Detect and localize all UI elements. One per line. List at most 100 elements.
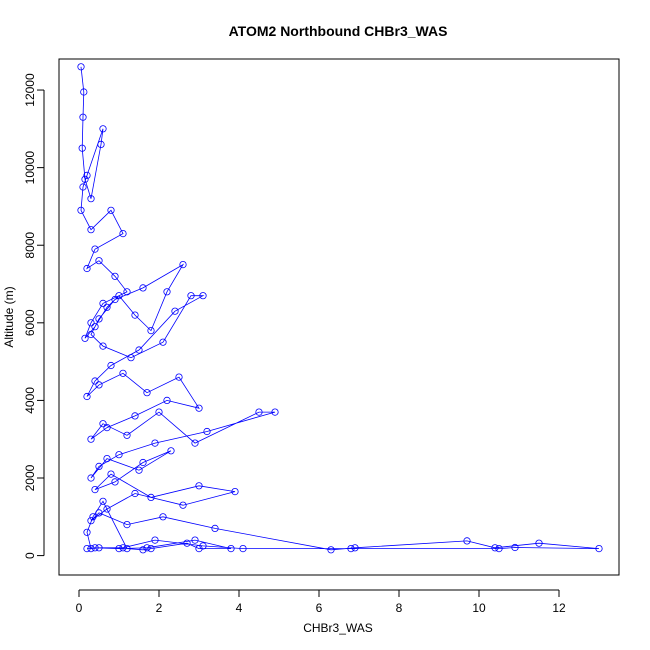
data-point <box>171 307 179 315</box>
data-point <box>91 544 99 552</box>
data-point <box>123 288 131 296</box>
data-point <box>79 183 87 191</box>
data-point <box>167 447 175 455</box>
data-point <box>463 537 471 545</box>
data-point <box>95 509 103 517</box>
data-point <box>103 423 111 432</box>
data-point <box>135 466 143 474</box>
plot-frame <box>58 58 620 576</box>
data-point <box>123 431 131 439</box>
data-point <box>159 513 167 521</box>
data-point <box>95 544 103 552</box>
data-point <box>87 319 95 327</box>
data-point <box>191 439 199 447</box>
data-point <box>199 542 207 550</box>
data-point <box>131 489 139 498</box>
data-point <box>139 284 147 292</box>
data-point <box>131 311 139 319</box>
x-tick-label: 6 <box>316 601 323 615</box>
data-point <box>103 505 111 513</box>
data-point <box>87 544 95 553</box>
data-point <box>199 292 207 300</box>
data-point <box>81 175 89 183</box>
data-point <box>179 260 187 269</box>
data-point <box>195 544 203 553</box>
data-point <box>81 334 89 342</box>
y-axis-label: Altitude (m) <box>2 286 16 347</box>
data-point <box>147 493 155 501</box>
data-point <box>179 501 187 509</box>
data-point <box>191 536 199 544</box>
data-point <box>195 482 203 490</box>
data-point <box>107 470 115 478</box>
plot-area <box>77 63 603 554</box>
data-point <box>119 230 127 238</box>
data-point <box>347 544 355 553</box>
data-point <box>139 546 147 554</box>
x-tick-label: 12 <box>552 601 566 615</box>
data-point <box>155 408 163 416</box>
data-point <box>495 544 503 553</box>
data-point <box>163 288 171 296</box>
data-point <box>107 206 115 214</box>
data-point <box>83 264 91 273</box>
data-point <box>99 342 107 350</box>
data-point <box>151 439 159 447</box>
data-point <box>80 88 88 96</box>
x-axis: 0 2 4 6 8 10 12 <box>76 589 566 615</box>
data-point <box>95 381 103 389</box>
data-point <box>87 435 95 443</box>
data-point <box>123 520 131 529</box>
data-point <box>491 544 499 552</box>
data-point <box>97 140 105 148</box>
data-point <box>83 392 91 401</box>
data-point <box>187 292 195 300</box>
data-point <box>99 420 107 428</box>
data-point <box>159 338 167 346</box>
data-point <box>195 404 203 412</box>
data-point <box>87 195 95 203</box>
data-point <box>231 487 239 496</box>
data-point <box>99 125 107 133</box>
x-tick-label: 8 <box>396 601 403 615</box>
series-line <box>80 66 600 551</box>
data-point <box>115 451 123 459</box>
data-point <box>95 462 103 470</box>
data-point <box>83 528 91 536</box>
x-tick-label: 0 <box>76 601 83 615</box>
data-point <box>107 361 115 370</box>
data-point <box>95 257 103 265</box>
data-point <box>203 427 211 436</box>
data-point <box>511 543 519 552</box>
y-tick-label: 6000 <box>23 309 37 336</box>
x-tick-label: 4 <box>236 601 243 615</box>
data-point <box>227 544 235 553</box>
data-point <box>535 539 543 547</box>
data-point <box>87 330 95 339</box>
data-point <box>89 513 97 521</box>
data-point <box>115 544 123 553</box>
data-point <box>91 377 99 385</box>
y-tick-label: 4000 <box>23 387 37 414</box>
data-point <box>139 458 147 467</box>
data-point <box>99 299 107 307</box>
data-point <box>147 326 155 335</box>
data-point <box>83 544 91 553</box>
data-point <box>135 346 143 354</box>
data-point <box>351 544 359 552</box>
data-point <box>91 485 99 494</box>
data-point <box>87 226 95 234</box>
data-point <box>239 544 247 553</box>
data-point <box>79 113 87 121</box>
y-tick-label: 12000 <box>23 73 37 107</box>
data-point <box>143 389 151 397</box>
data-point <box>111 295 119 304</box>
x-axis-label: CHBr3_WAS <box>303 621 373 635</box>
data-point <box>143 544 151 552</box>
data-point <box>83 171 91 179</box>
data-point <box>183 539 191 547</box>
data-point <box>91 323 99 331</box>
y-tick-label: 8000 <box>23 232 37 259</box>
data-point <box>151 536 159 544</box>
data-point <box>77 63 85 71</box>
